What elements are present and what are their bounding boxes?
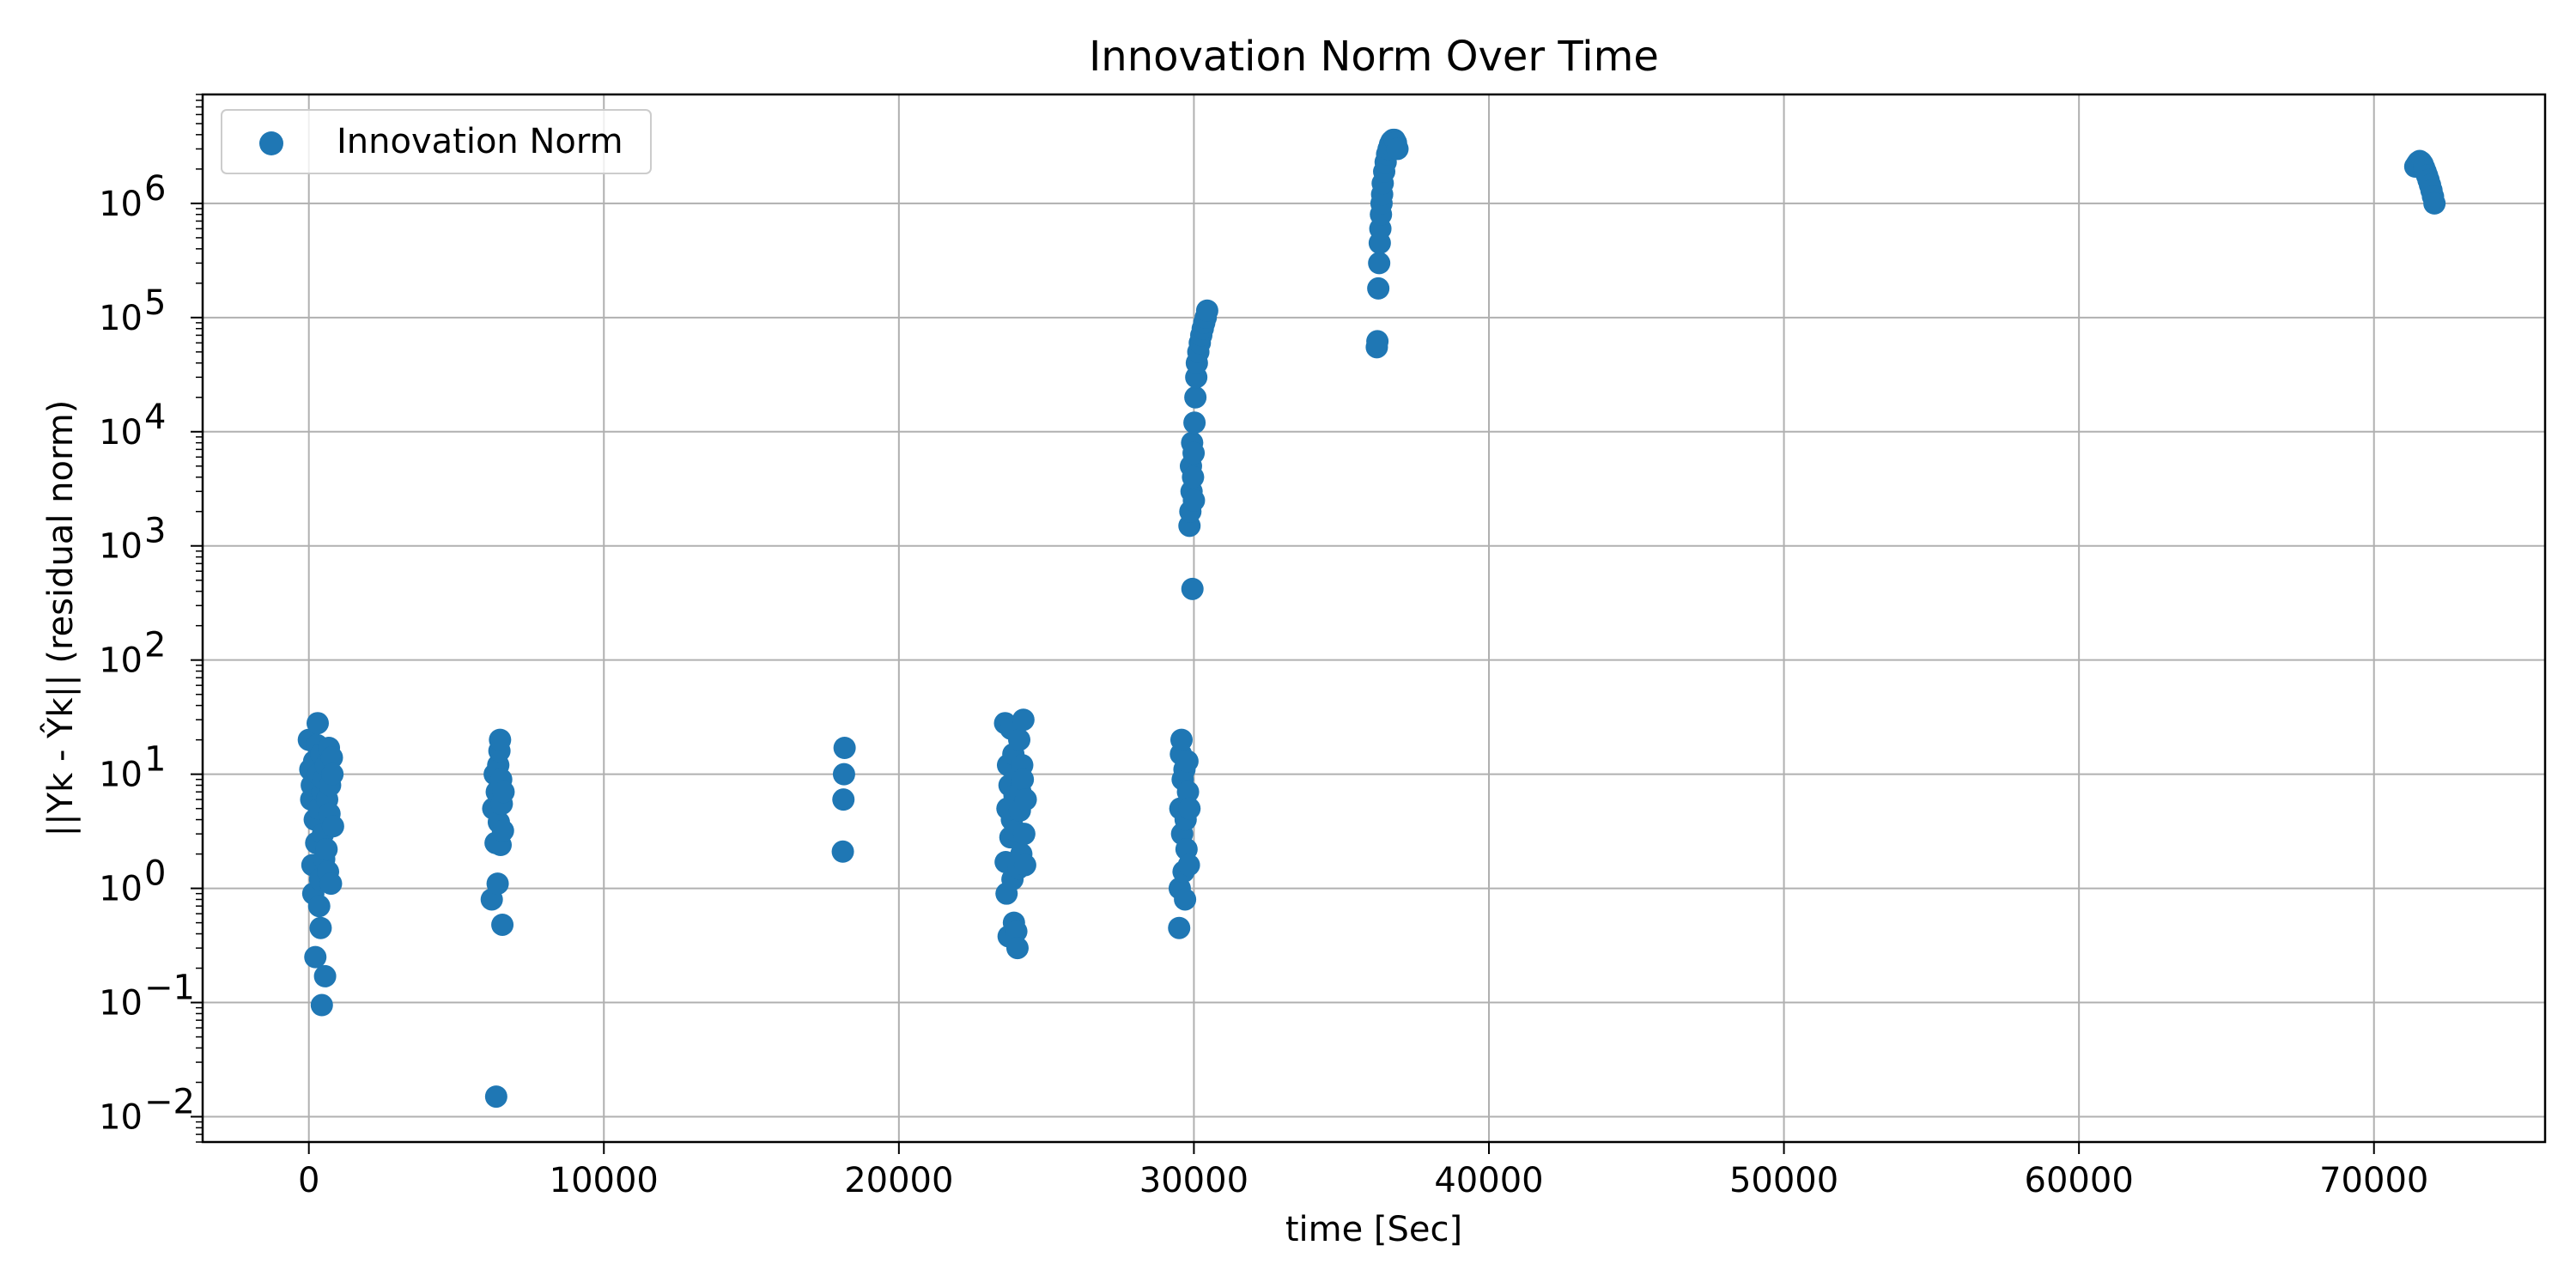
data-point (321, 815, 344, 838)
data-point (1168, 916, 1191, 939)
data-point (1386, 137, 1409, 161)
y-tick-label-base: 10 (99, 185, 143, 224)
data-point (1174, 888, 1197, 911)
data-point (321, 762, 344, 786)
data-point (1005, 937, 1029, 960)
plot-frame (201, 93, 2547, 1144)
y-tick-label-exponent: 3 (144, 512, 166, 551)
data-point (492, 781, 515, 804)
data-point (833, 737, 856, 760)
data-point (1184, 386, 1207, 409)
data-point (1005, 920, 1028, 943)
x-tick-label: 60000 (2025, 1161, 2134, 1200)
data-point (832, 788, 855, 811)
data-point (309, 916, 332, 939)
y-tick-label: 10 (99, 756, 143, 795)
y-tick-label: 10 (99, 984, 143, 1024)
data-point (831, 840, 854, 863)
y-tick-label: 10 (99, 527, 143, 567)
data-point (1012, 708, 1035, 732)
y-tick-label-base: 10 (99, 413, 143, 453)
x-tick-label: 70000 (2319, 1161, 2428, 1200)
data-point (2423, 191, 2446, 215)
chart-title: Innovation Norm Over Time (1089, 33, 1659, 81)
data-point (307, 895, 331, 918)
data-point (313, 964, 337, 987)
y-tick-label: 10 (99, 1098, 143, 1138)
y-tick-label: 10 (99, 185, 143, 224)
x-tick-label: 40000 (1434, 1161, 1543, 1200)
data-point (310, 993, 333, 1017)
data-point (484, 1085, 507, 1109)
data-point (489, 728, 512, 751)
data-point (1182, 489, 1206, 512)
y-tick-label: 10 (99, 641, 143, 681)
y-tick-label-base: 10 (99, 756, 143, 795)
data-point (319, 872, 343, 896)
data-point (1195, 299, 1218, 322)
y-tick-label-exponent: 6 (144, 169, 166, 209)
y-tick-label: 10 (99, 299, 143, 338)
x-tick-label: 10000 (550, 1161, 659, 1200)
y-tick-label-exponent: 4 (144, 398, 166, 437)
data-point (306, 712, 329, 735)
data-points (297, 128, 2446, 1109)
data-point (1367, 276, 1390, 300)
legend-box (221, 109, 652, 174)
data-point (1170, 728, 1193, 751)
x-axis-label: time [Sec] (1285, 1210, 1462, 1249)
data-point (491, 819, 514, 842)
data-point (1176, 781, 1200, 804)
x-tick-label: 50000 (1729, 1161, 1838, 1200)
data-point (832, 762, 855, 786)
data-point (1013, 854, 1036, 877)
data-point (315, 838, 338, 861)
y-tick-label: 10 (99, 413, 143, 453)
y-tick-label-exponent: 0 (144, 854, 166, 894)
y-tick-label-base: 10 (99, 641, 143, 681)
data-point (486, 872, 509, 896)
data-point (1008, 728, 1031, 751)
data-point (1014, 788, 1037, 811)
x-tick-label: 0 (298, 1161, 319, 1200)
legend-marker (259, 131, 283, 155)
y-axis-label: ||Yk - Ŷk|| (residual norm) (39, 400, 81, 837)
data-point (1181, 577, 1204, 600)
y-tick-label-base: 10 (99, 527, 143, 567)
data-point (320, 746, 343, 769)
data-point (1176, 750, 1199, 773)
x-tick-label: 30000 (1139, 1161, 1249, 1200)
legend: Innovation Norm (221, 109, 652, 174)
data-point (1012, 823, 1036, 846)
data-point (1366, 330, 1389, 353)
y-tick-label-base: 10 (99, 870, 143, 909)
data-point (1178, 797, 1201, 820)
y-tick-label-exponent: −1 (144, 969, 195, 1008)
y-tick-label-exponent: 1 (144, 740, 166, 780)
y-tick-label-base: 10 (99, 1098, 143, 1138)
data-point (1177, 854, 1200, 877)
data-point (304, 945, 327, 969)
y-tick-label-base: 10 (99, 299, 143, 338)
y-tick-label-exponent: 2 (144, 626, 166, 665)
data-point (491, 913, 514, 936)
data-point (1012, 768, 1035, 791)
y-tick-label-exponent: −2 (144, 1083, 195, 1122)
data-point (1182, 441, 1206, 465)
data-point (1368, 252, 1391, 275)
data-point (1183, 411, 1206, 434)
y-tick-label-base: 10 (99, 984, 143, 1024)
legend-label: Innovation Norm (337, 122, 623, 161)
x-tick-label: 20000 (844, 1161, 953, 1200)
data-point (1182, 465, 1205, 489)
y-tick-label: 10 (99, 870, 143, 909)
y-tick-label-exponent: 5 (144, 283, 166, 323)
x-axis-ticks: 0 10000 20000 30000 40000 50000 60000 70000 (298, 1142, 2428, 1200)
